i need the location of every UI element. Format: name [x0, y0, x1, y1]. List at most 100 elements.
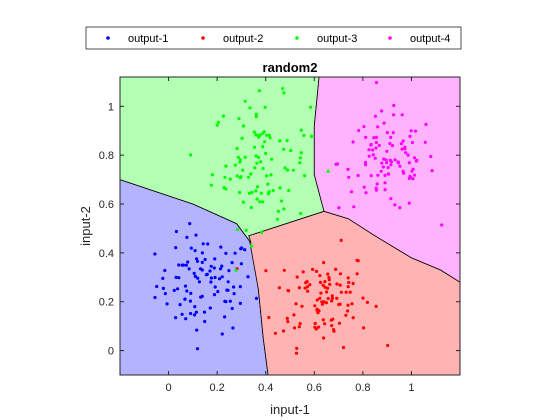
- point-output-4: [369, 174, 373, 178]
- point-output-1: [212, 266, 216, 270]
- point-output-1: [228, 299, 232, 303]
- point-output-2: [326, 296, 330, 301]
- y-tick-label: 0: [108, 346, 114, 358]
- point-output-1: [220, 264, 224, 268]
- point-output-4: [385, 161, 389, 165]
- point-output-1: [180, 263, 184, 267]
- point-output-3: [303, 174, 307, 178]
- point-output-3: [257, 89, 261, 93]
- point-output-2: [311, 267, 315, 271]
- point-output-1: [193, 305, 197, 309]
- point-output-1: [230, 306, 234, 311]
- point-output-1: [197, 280, 201, 284]
- point-output-3: [278, 139, 282, 143]
- point-output-2: [318, 274, 322, 278]
- point-output-1: [226, 280, 230, 284]
- point-output-1: [185, 289, 189, 293]
- point-output-2: [335, 282, 339, 286]
- point-output-1: [183, 297, 187, 301]
- point-output-3: [235, 174, 239, 178]
- point-output-1: [227, 269, 231, 273]
- point-output-2: [297, 286, 301, 290]
- point-output-4: [374, 146, 378, 150]
- point-output-2: [315, 298, 319, 302]
- point-output-1: [200, 294, 204, 298]
- point-output-2: [346, 276, 350, 280]
- point-output-1: [194, 233, 198, 237]
- point-output-2: [314, 269, 319, 273]
- point-output-2: [294, 302, 298, 306]
- point-output-3: [247, 175, 251, 179]
- point-output-4: [393, 203, 397, 207]
- point-output-4: [383, 188, 387, 192]
- legend: output-1 output-2 output-3 output-4: [85, 26, 462, 50]
- point-output-2: [355, 258, 359, 262]
- point-output-3: [255, 197, 259, 201]
- point-output-1: [200, 260, 204, 264]
- point-output-4: [398, 164, 402, 168]
- point-output-4: [396, 161, 400, 165]
- point-output-4: [374, 140, 378, 145]
- point-output-1: [202, 310, 207, 314]
- point-output-2: [344, 290, 348, 294]
- point-output-3: [249, 172, 253, 176]
- point-output-1: [188, 299, 192, 303]
- point-output-3: [270, 157, 274, 161]
- point-output-4: [388, 158, 392, 162]
- point-output-1: [223, 315, 227, 319]
- point-output-2: [330, 296, 334, 300]
- point-output-4: [386, 166, 390, 170]
- point-output-3: [265, 174, 269, 178]
- point-output-3: [243, 155, 247, 159]
- point-output-4: [440, 223, 444, 227]
- point-output-2: [341, 345, 346, 350]
- point-output-2: [323, 285, 327, 289]
- point-output-2: [320, 302, 324, 306]
- point-output-3: [264, 151, 268, 156]
- point-output-4: [383, 181, 387, 185]
- point-output-1: [212, 293, 217, 297]
- point-output-2: [306, 289, 310, 293]
- legend-label-output-4: output-4: [410, 33, 450, 45]
- point-output-3: [266, 192, 270, 196]
- point-output-2: [351, 281, 355, 286]
- point-output-4: [413, 129, 418, 133]
- point-output-3: [257, 135, 261, 139]
- point-output-2: [292, 326, 297, 330]
- point-output-1: [203, 257, 207, 262]
- point-output-2: [294, 351, 299, 355]
- point-output-1: [155, 284, 159, 289]
- point-output-3: [241, 200, 245, 204]
- point-output-2: [264, 269, 268, 273]
- point-output-1: [193, 249, 197, 253]
- point-output-3: [235, 228, 240, 232]
- point-output-2: [317, 309, 321, 313]
- point-output-2: [287, 289, 291, 293]
- point-output-1: [174, 246, 178, 250]
- point-output-3: [216, 120, 220, 124]
- legend-marker-output-2: [201, 36, 205, 40]
- point-output-2: [332, 328, 336, 332]
- point-output-1: [220, 332, 224, 336]
- point-output-2: [334, 267, 338, 271]
- legend-marker-output-4: [388, 36, 392, 40]
- point-output-3: [275, 217, 280, 221]
- point-output-1: [161, 276, 165, 280]
- point-output-1: [209, 280, 213, 284]
- point-output-3: [244, 228, 248, 232]
- point-output-1: [238, 285, 242, 289]
- point-output-2: [277, 286, 281, 290]
- decision-regions: [120, 77, 460, 375]
- x-tick-label: 0.4: [258, 382, 273, 394]
- point-output-2: [365, 300, 369, 304]
- point-output-1: [195, 257, 199, 261]
- point-output-1: [177, 263, 181, 267]
- point-output-1: [172, 288, 176, 292]
- point-output-4: [352, 205, 356, 209]
- point-output-1: [174, 229, 178, 234]
- point-output-3: [278, 186, 282, 190]
- point-output-4: [349, 190, 354, 194]
- point-output-1: [178, 303, 182, 307]
- point-output-3: [263, 105, 267, 109]
- point-output-2: [316, 325, 321, 329]
